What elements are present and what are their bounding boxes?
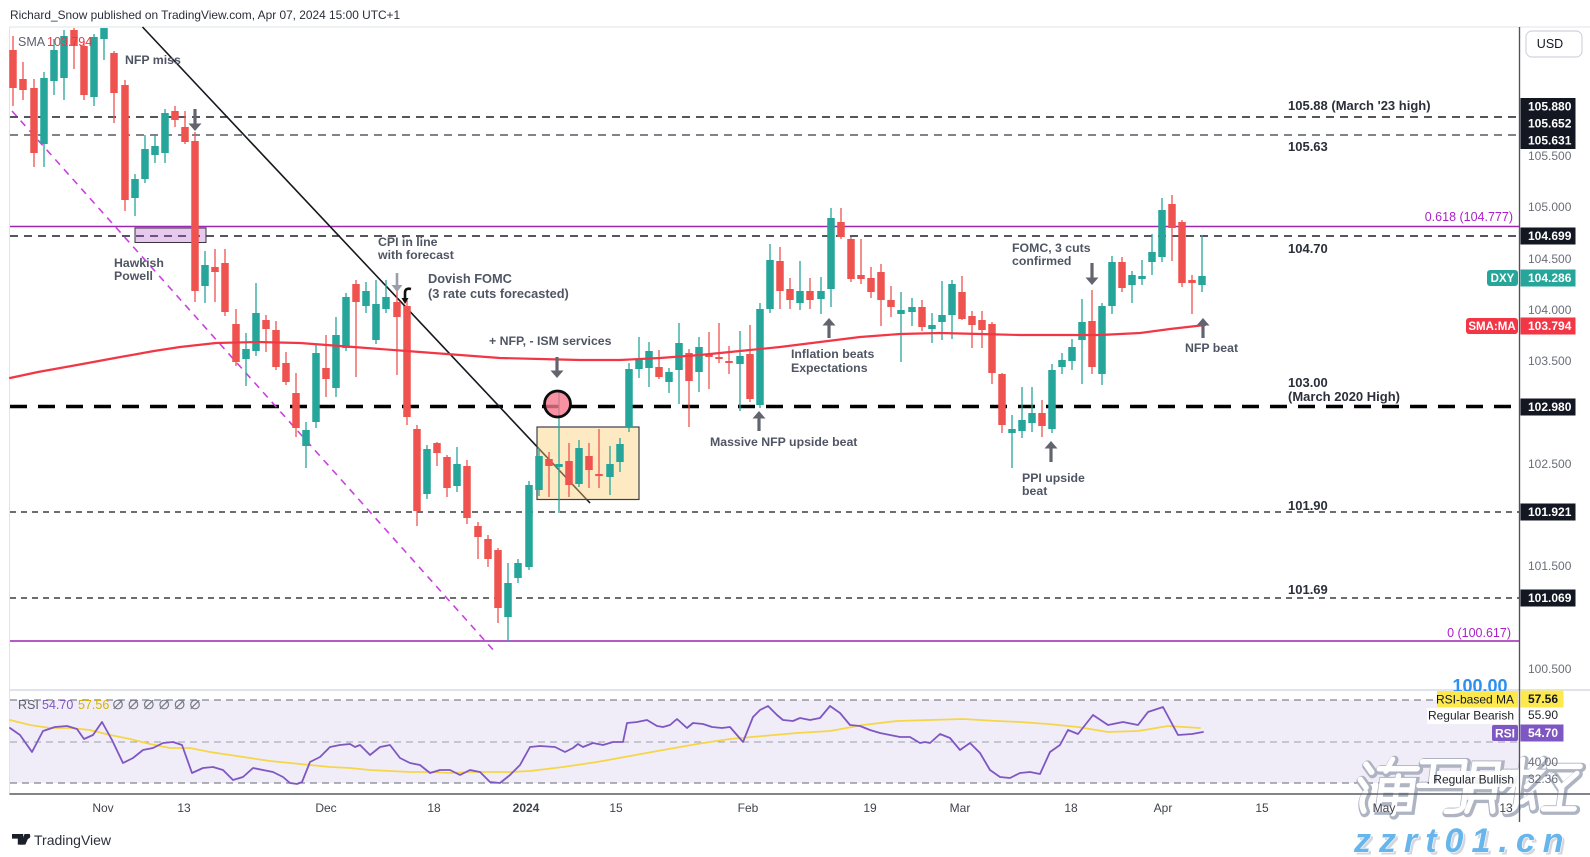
svg-text:zzrt01.cn: zzrt01.cn bbox=[1356, 825, 1575, 857]
svg-text:SMA: SMA bbox=[18, 35, 46, 49]
svg-text:104.286: 104.286 bbox=[1528, 271, 1572, 285]
svg-text:13: 13 bbox=[177, 801, 191, 815]
svg-text:103.00: 103.00 bbox=[1288, 375, 1328, 390]
svg-text:Mar: Mar bbox=[950, 801, 971, 815]
svg-text:55.90: 55.90 bbox=[1528, 708, 1558, 722]
svg-text:beat: beat bbox=[1022, 484, 1047, 498]
svg-text:(3 rate cuts forecasted): (3 rate cuts forecasted) bbox=[428, 286, 569, 301]
svg-text:NFP miss: NFP miss bbox=[125, 53, 181, 67]
svg-text:Inflation beats: Inflation beats bbox=[791, 347, 875, 361]
svg-text:Dovish FOMC: Dovish FOMC bbox=[428, 271, 512, 286]
svg-text:104.699: 104.699 bbox=[1528, 229, 1572, 243]
svg-text:104.500: 104.500 bbox=[1528, 252, 1572, 266]
svg-text:105.631: 105.631 bbox=[1528, 134, 1572, 148]
svg-text:Dec: Dec bbox=[315, 801, 336, 815]
svg-text:105.000: 105.000 bbox=[1528, 200, 1572, 214]
svg-text:105.500: 105.500 bbox=[1528, 149, 1572, 163]
svg-text:103.500: 103.500 bbox=[1528, 354, 1572, 368]
svg-text:105.63: 105.63 bbox=[1288, 139, 1328, 154]
svg-text:100.500: 100.500 bbox=[1528, 662, 1572, 676]
svg-text:102.980: 102.980 bbox=[1528, 400, 1572, 414]
svg-text:101.921: 101.921 bbox=[1528, 505, 1572, 519]
svg-text:2024: 2024 bbox=[513, 801, 540, 815]
svg-text:DXY: DXY bbox=[1491, 273, 1515, 285]
svg-text:zzrt01.cn: zzrt01.cn bbox=[1353, 822, 1572, 857]
svg-text:Apr: Apr bbox=[1154, 801, 1173, 815]
svg-text:RSI-based MA: RSI-based MA bbox=[1436, 693, 1514, 707]
svg-text:101.069: 101.069 bbox=[1528, 591, 1572, 605]
svg-text:(March 2020 High): (March 2020 High) bbox=[1288, 389, 1400, 404]
svg-text:18: 18 bbox=[1064, 801, 1078, 815]
svg-text:Massive NFP upside beat: Massive NFP upside beat bbox=[710, 435, 857, 449]
svg-text:Regular Bearish: Regular Bearish bbox=[1428, 709, 1514, 723]
svg-text:RSI: RSI bbox=[18, 698, 39, 712]
svg-text:32.36: 32.36 bbox=[1528, 772, 1558, 786]
svg-text:Powell: Powell bbox=[114, 269, 153, 283]
svg-text:May: May bbox=[1373, 801, 1396, 815]
svg-text:102.500: 102.500 bbox=[1528, 457, 1572, 471]
svg-text:19: 19 bbox=[863, 801, 877, 815]
svg-text:104.000: 104.000 bbox=[1528, 303, 1572, 317]
svg-text:54.70: 54.70 bbox=[1528, 726, 1558, 740]
svg-text:with forecast: with forecast bbox=[377, 248, 454, 262]
svg-text:RSI: RSI bbox=[1495, 727, 1515, 741]
svg-text:CPI in line: CPI in line bbox=[378, 235, 438, 249]
svg-text:18: 18 bbox=[427, 801, 441, 815]
svg-text:101.500: 101.500 bbox=[1528, 559, 1572, 573]
svg-text:Nov: Nov bbox=[92, 801, 113, 815]
svg-text:PPI upside: PPI upside bbox=[1022, 471, 1085, 485]
svg-text:NFP beat: NFP beat bbox=[1185, 341, 1238, 355]
svg-text:FOMC, 3 cuts: FOMC, 3 cuts bbox=[1012, 241, 1091, 255]
svg-text:104.70: 104.70 bbox=[1288, 241, 1328, 256]
svg-text:15: 15 bbox=[1255, 801, 1269, 815]
svg-text:101.69: 101.69 bbox=[1288, 582, 1328, 597]
svg-text:TradingView: TradingView bbox=[34, 832, 112, 848]
svg-text:15: 15 bbox=[609, 801, 623, 815]
svg-text:SMA:MA: SMA:MA bbox=[1468, 321, 1515, 333]
svg-text:Richard_Snow published on Trad: Richard_Snow published on TradingView.co… bbox=[10, 8, 400, 22]
svg-text:105.880: 105.880 bbox=[1528, 100, 1572, 114]
svg-text:USD: USD bbox=[1537, 37, 1563, 51]
svg-text:57.56: 57.56 bbox=[1528, 692, 1558, 706]
svg-text:105.652: 105.652 bbox=[1528, 117, 1572, 131]
svg-text:+ NFP, - ISM services: + NFP, - ISM services bbox=[489, 334, 612, 348]
svg-text:103.794: 103.794 bbox=[47, 35, 92, 49]
svg-text:0.618 (104.777): 0.618 (104.777) bbox=[1425, 210, 1513, 224]
svg-text:Hawkish: Hawkish bbox=[114, 256, 164, 270]
svg-text:101.90: 101.90 bbox=[1288, 498, 1328, 513]
svg-text:0 (100.617): 0 (100.617) bbox=[1447, 626, 1511, 640]
svg-text:40.00: 40.00 bbox=[1528, 755, 1558, 769]
svg-text:57.56: 57.56 bbox=[78, 698, 109, 712]
svg-text:confirmed: confirmed bbox=[1012, 254, 1071, 268]
svg-text:13: 13 bbox=[1499, 801, 1513, 815]
svg-text:105.88 (March '23 high): 105.88 (March '23 high) bbox=[1288, 98, 1431, 113]
svg-text:Expectations: Expectations bbox=[791, 361, 868, 375]
svg-text:Feb: Feb bbox=[738, 801, 759, 815]
svg-text:. Regular Bullish: . Regular Bullish bbox=[1427, 773, 1514, 787]
svg-text:103.794: 103.794 bbox=[1528, 319, 1572, 333]
svg-text:54.70: 54.70 bbox=[42, 698, 73, 712]
